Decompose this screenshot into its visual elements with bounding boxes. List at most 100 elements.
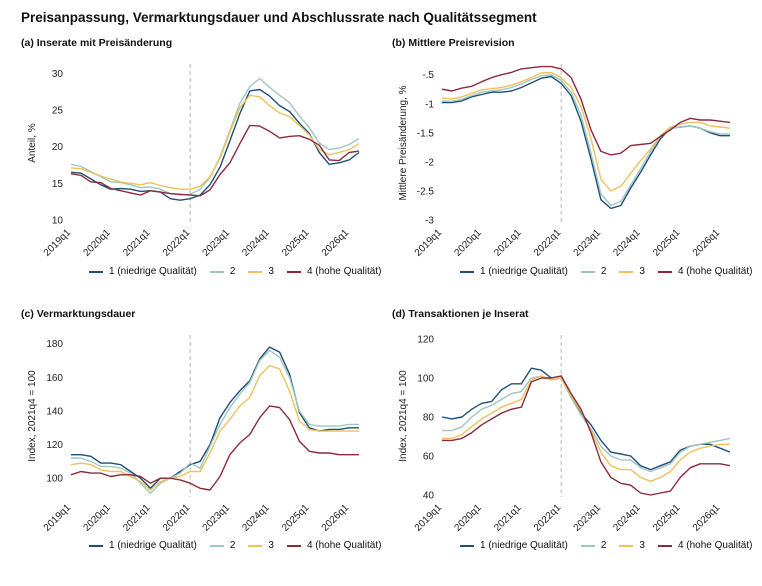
series-line	[70, 405, 359, 491]
x-tick-label: 2023q1	[572, 227, 604, 259]
y-tick-label: 25	[52, 106, 64, 117]
x-tick-label: 2022q1	[532, 502, 564, 534]
y-tick-label: -2.5	[417, 186, 435, 197]
legend-item: 1 (niedrige Qualität)	[89, 540, 197, 551]
legend-item: 1 (niedrige Qualität)	[460, 266, 568, 277]
series-line	[441, 71, 731, 192]
x-tick-label: 2021q1	[492, 502, 524, 534]
legend-swatch	[619, 270, 634, 273]
series-line	[442, 375, 731, 473]
y-tick-label: -.5	[422, 70, 434, 81]
series-line	[70, 124, 360, 197]
y-tick-label: 80	[423, 412, 435, 423]
y-tick-label: 100	[46, 474, 63, 485]
legend: 1 (niedrige Qualität) 2 3 4 (hohe Qualität)	[460, 540, 762, 551]
legend-label: 4 (hohe Qualität)	[677, 540, 753, 551]
x-tick-label: 2020q1	[452, 227, 484, 259]
x-tick-label: 2026q1	[320, 227, 352, 259]
panel-price-changes: (a) Inserate mit Preisänderung 10 15 20 25 3…	[21, 37, 393, 307]
y-tick-label: -3	[425, 216, 434, 227]
panel-marketing-duration: (c) Vermarktungsdauer 100 120 140 160 180 Ind…	[21, 308, 393, 578]
y-axis-label: Anteil, %	[27, 123, 38, 163]
legend-label: 3	[268, 266, 274, 277]
legend-swatch	[248, 270, 263, 273]
legend-swatch	[209, 270, 224, 273]
series-line	[70, 364, 359, 491]
legend-label: 1 (niedrige Qualität)	[480, 540, 568, 551]
panel-title: (a) Inserate mit Preisänderung	[21, 37, 173, 49]
x-tick-label: 2020q1	[81, 227, 113, 259]
x-tick-label: 2025q1	[280, 502, 312, 534]
legend-label: 3	[639, 266, 645, 277]
x-tick-label: 2021q1	[121, 227, 153, 259]
x-tick-label: 2025q1	[280, 227, 312, 259]
y-axis-label: Mittlere Preisänderung, %	[398, 85, 409, 200]
y-axis-label: Index, 2021q4 = 100	[27, 370, 38, 462]
x-tick-label: 2026q1	[320, 502, 352, 534]
legend-label: 2	[229, 266, 236, 277]
x-tick-label: 2019q1	[413, 227, 445, 259]
y-tick-label: 60	[423, 451, 435, 462]
series-line	[442, 75, 730, 210]
x-tick-label: 2024q1	[611, 502, 643, 534]
y-tick-label: 100	[417, 373, 434, 384]
y-tick-label: 160	[46, 373, 63, 384]
series-line	[441, 367, 731, 471]
y-tick-label: 30	[52, 69, 64, 80]
legend-label: 4 (hohe Qualität)	[306, 266, 382, 277]
series-line	[70, 94, 360, 190]
x-tick-label: 2020q1	[81, 502, 113, 534]
y-tick-label: -1	[425, 99, 434, 110]
legend: 1 (niedrige Qualität) 2 3 4 (hohe Qualität)	[89, 540, 394, 551]
legend-label: 2	[600, 540, 607, 551]
legend-label: 1 (niedrige Qualität)	[109, 266, 197, 277]
x-tick-label: 2022q1	[161, 227, 193, 259]
y-tick-label: 120	[417, 334, 434, 345]
legend-swatch	[580, 544, 595, 547]
legend-swatch	[657, 544, 672, 547]
y-axis-label: Index, 2021q4 = 100	[398, 370, 409, 462]
x-tick-label: 2022q1	[532, 227, 564, 259]
legend-item: 2	[209, 540, 235, 551]
legend-item: 4 (hohe Qualität)	[286, 266, 382, 277]
legend-label: 4 (hohe Qualität)	[306, 540, 382, 551]
series-line	[442, 375, 731, 496]
legend: 1 (niedrige Qualität) 2 3 4 (hohe Qualität)	[89, 266, 394, 277]
panel-price-revision: (b) Mittlere Preisrevision -3 -2.5 -2 -1.5-…	[392, 37, 762, 307]
x-tick-label: 2023q1	[572, 502, 604, 534]
legend: 1 (niedrige Qualität) 2 3 4 (hohe Qualität)	[460, 266, 762, 277]
legend-item: 3	[248, 266, 274, 277]
legend-swatch	[89, 270, 103, 273]
legend-swatch	[460, 270, 474, 273]
legend-swatch	[580, 270, 595, 273]
x-tick-label: 2019q1	[42, 227, 74, 259]
legend-item: 1 (niedrige Qualität)	[460, 540, 568, 551]
legend-label: 1 (niedrige Qualität)	[480, 266, 568, 277]
legend-swatch	[619, 544, 634, 547]
series-line	[441, 74, 730, 207]
y-tick-label: -1.5	[417, 128, 435, 139]
y-tick-label: 140	[46, 406, 63, 417]
legend-item: 2	[580, 266, 607, 277]
panel-title: (c) Vermarktungsdauer	[21, 308, 136, 320]
panel-title: (d) Transaktionen je Inserat	[392, 308, 529, 320]
panel-transactions: (d) Transaktionen je Inserat 40 60 80 100 12…	[392, 308, 762, 578]
legend-label: 2	[600, 266, 607, 277]
x-tick-label: 2021q1	[121, 502, 153, 534]
legend-label: 4 (hohe Qualität)	[677, 266, 753, 277]
y-tick-label: 10	[52, 216, 64, 227]
x-tick-label: 2024q1	[240, 502, 272, 534]
series-line	[441, 65, 731, 156]
legend-swatch	[460, 544, 474, 547]
x-tick-label: 2026q1	[691, 227, 723, 259]
x-tick-label: 2023q1	[201, 502, 233, 534]
y-tick-label: 20	[52, 142, 64, 153]
series-line	[71, 349, 359, 495]
legend-swatch	[209, 544, 224, 547]
legend-item: 3	[248, 540, 274, 551]
x-tick-label: 2019q1	[413, 502, 445, 534]
legend-item: 4 (hohe Qualität)	[657, 266, 753, 277]
x-tick-label: 2024q1	[240, 227, 272, 259]
legend-item: 2	[580, 540, 607, 551]
chart-marketing-duration: 100 120 140 160 180 Index, 2021q4 = 100 2019q1…	[27, 335, 359, 534]
